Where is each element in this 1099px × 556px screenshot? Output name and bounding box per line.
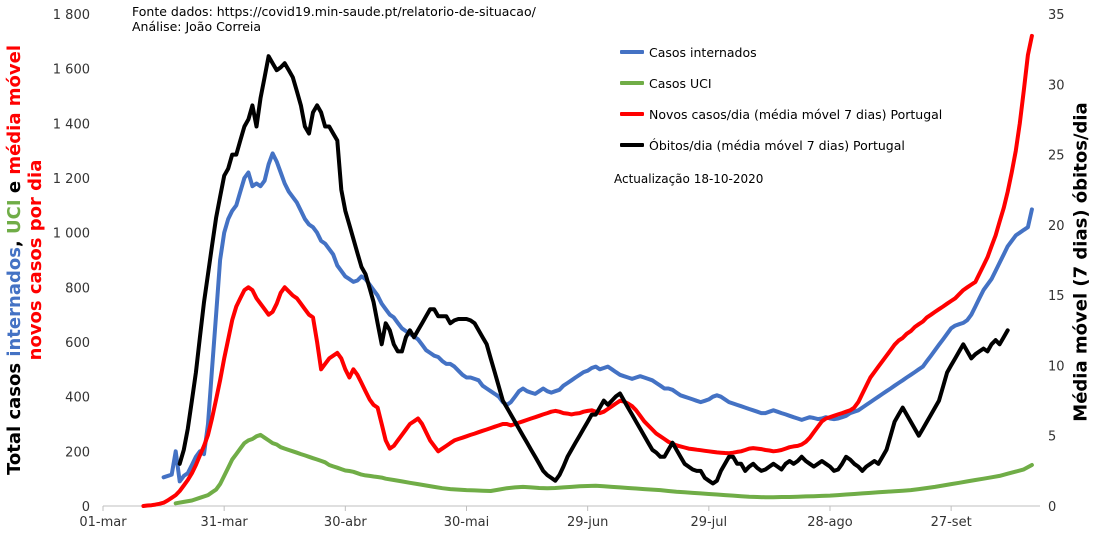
legend-label-obitos: Óbitos/dia (média móvel 7 dias) Portugal [649,137,905,153]
x-tick-label: 30-mai [444,515,489,530]
chart-series-layer [141,33,1034,508]
y-axis-left-label-uci: UCI [4,199,25,234]
x-tick-label: 01-mar [79,515,127,530]
x-tick-label: 29-jul [690,515,727,530]
x-tick-label: 27-set [931,515,972,530]
x-tick-label: 31-mar [201,515,249,530]
y-right-tick-label: 25 [1048,149,1065,164]
legend-swatch-novos-casos [620,112,644,116]
analysis-text: Análise: João Correia [132,19,262,34]
legend-item-obitos: Óbitos/dia (média móvel 7 dias) Portugal [620,137,905,153]
y-left-tick-label: 1 000 [53,227,90,242]
chart-axes: 01-mar 31-mar 30-abr 30-mai 29-jun 29-jul 28-a… [53,8,1065,530]
legend-label-uci: Casos UCI [649,75,712,91]
y-right-tick-label: 35 [1048,8,1065,23]
y-right-tick-label: 30 [1048,78,1065,93]
y-left-tick-label: 1 400 [53,117,90,132]
y-axis-right-label: Média móvel (7 dias) óbitos/dia [1070,102,1092,422]
y-left-tick-label: 400 [65,391,90,406]
series-novos-casos-line [141,33,1034,508]
y-right-tick-label: 10 [1048,359,1065,374]
x-tick-label: 28-ago [807,515,852,530]
y-left-tick-label: 200 [65,445,90,460]
y-right-tick-label: 20 [1048,219,1065,234]
y-axis-left-label: Total casos internados, UCI e média móve… [4,45,46,475]
x-tick-label: 30-abr [324,515,367,530]
x-tick-label: 29-jun [567,515,608,530]
y-axis-left-label-internados: internados [4,247,25,357]
y-left-tick-label: 1 200 [53,172,90,187]
legend-item-internados: Casos internados [620,44,757,60]
y-left-tick-label: 600 [65,336,90,351]
legend-swatch-internados [620,50,644,54]
y-right-tick-label: 15 [1048,289,1065,304]
source-text: Fonte dados: https://covid19.min-saude.p… [132,4,536,19]
y-axis-left-label-media: média móvel [4,45,25,175]
series-uci-line [173,432,1034,506]
y-axis-left-label-part1: Total casos [4,356,25,475]
y-left-tick-label: 1 800 [53,8,90,23]
legend-swatch-uci [620,81,644,85]
legend-label-internados: Casos internados [649,44,757,60]
y-axis-left-label-line2: novos casos por dia [25,159,46,361]
legend-item-uci: Casos UCI [620,75,712,91]
y-left-tick-label: 1 600 [53,63,90,78]
y-right-tick-label: 5 [1048,430,1056,445]
series-internados-line [161,151,1034,484]
legend-swatch-obitos [620,143,644,147]
series-obitos-line [177,54,1010,486]
y-axis-left-label-part5: e [4,174,25,200]
y-left-tick-label: 0 [82,500,90,515]
y-left-tick-label: 800 [65,281,90,296]
update-note: Actualização 18-10-2020 [614,172,764,186]
legend-item-novos-casos: Novos casos/dia (média móvel 7 dias) Por… [620,106,942,122]
legend-label-novos-casos: Novos casos/dia (média móvel 7 dias) Por… [649,106,943,122]
y-axis-left-label-part3: , [4,233,25,248]
y-right-tick-label: 0 [1048,500,1056,515]
